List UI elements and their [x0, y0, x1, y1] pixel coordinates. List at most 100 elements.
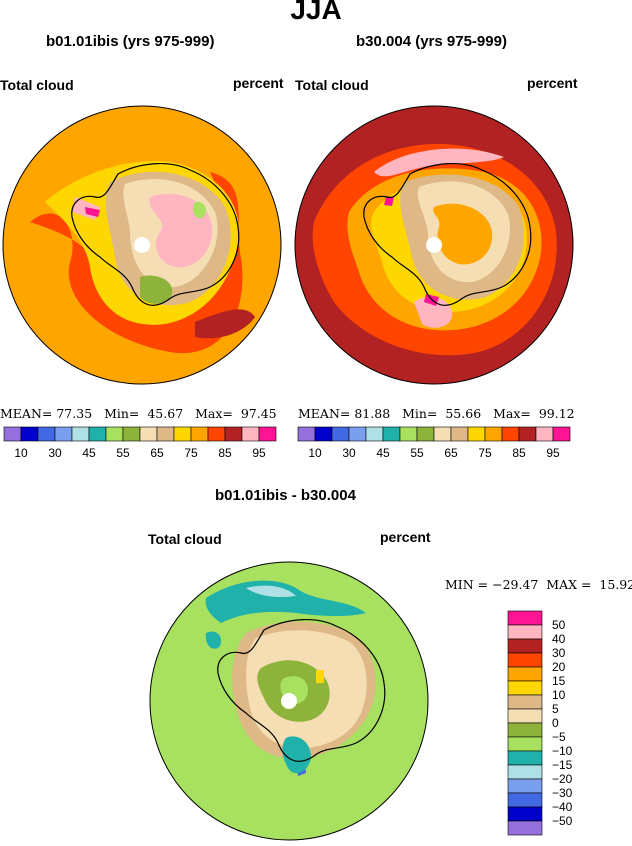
- coastline: [71, 163, 240, 306]
- map-field-magenta: [85, 207, 100, 217]
- map-field-magenta-top: [384, 197, 394, 206]
- panel-1-colorbar-swatch: [71, 426, 90, 442]
- panel-2-colorbar-swatch: [348, 426, 367, 442]
- panel-1-colorbar-tick-label: 10: [14, 446, 28, 460]
- diff-colorbar-swatch: [507, 750, 543, 766]
- diff-colorbar-swatch: [507, 722, 543, 738]
- panel-2-variable: Total cloud: [295, 77, 369, 93]
- diff-colorbar-swatch: [507, 806, 543, 822]
- panel-2-colorbar-tick-label: 45: [376, 446, 390, 460]
- panel-2-colorbar-swatch: [399, 426, 418, 442]
- panel-1-units: percent: [233, 75, 284, 91]
- panel-2-colorbar-swatch: [484, 426, 503, 442]
- panel-1-colorbar-swatch: [224, 426, 243, 442]
- panel-2-colorbar-swatch: [297, 426, 316, 442]
- panel-1-colorbar-tick-label: 85: [218, 446, 232, 460]
- panel-2-colorbar-tick-label: 55: [410, 446, 424, 460]
- panel-2-colorbar-swatch: [501, 426, 520, 442]
- panel-2-colorbar-tick-label: 30: [342, 446, 356, 460]
- diff-colorbar-swatch: [507, 792, 543, 808]
- panel-1-colorbar: 10 30 45 55 65 75 85 95: [3, 426, 277, 460]
- panel-2-colorbar-swatch: [450, 426, 469, 442]
- diff-colorbar-tick-label: −15: [552, 758, 573, 772]
- pole-hole: [281, 693, 297, 709]
- panel-1-colorbar-tick-label: 75: [184, 446, 198, 460]
- pole-hole: [134, 237, 150, 253]
- page-title: JJA: [290, 0, 342, 25]
- diff-colorbar-tick-label: −5: [552, 730, 566, 744]
- diff-units: percent: [380, 529, 431, 545]
- panel-2-map: [294, 105, 574, 385]
- panel-2-title: b30.004 (yrs 975-999): [356, 33, 507, 50]
- panel-1-stats: MEAN= 77.35 Min= 45.67 Max= 97.45: [0, 406, 277, 421]
- panel-1-colorbar-swatch: [258, 426, 277, 442]
- diff-colorbar-swatch: [507, 736, 543, 752]
- panel-1-colorbar-swatch: [156, 426, 175, 442]
- panel-1-colorbar-swatch: [241, 426, 260, 442]
- panel-2-colorbar-tick-label: 85: [512, 446, 526, 460]
- pole-hole: [426, 237, 442, 253]
- diff-colorbar-swatch: [507, 694, 543, 710]
- panel-2-stats: MEAN= 81.88 Min= 55.66 Max= 99.12: [298, 406, 575, 421]
- diff-colorbar-tick-label: 50: [552, 618, 566, 632]
- diff-colorbar-swatch: [507, 820, 543, 836]
- panel-2-colorbar-swatch: [382, 426, 401, 442]
- panel-2-colorbar-swatch: [467, 426, 486, 442]
- panel-1-title: b01.01ibis (yrs 975-999): [46, 33, 215, 50]
- diff-colorbar-swatch: [507, 666, 543, 682]
- panel-2-colorbar-tick-label: 65: [444, 446, 458, 460]
- panel-1-colorbar-swatch: [139, 426, 158, 442]
- panel-2-colorbar-swatch: [518, 426, 537, 442]
- map-field-pink-top: [374, 148, 504, 177]
- panel-1-colorbar-swatch: [190, 426, 209, 442]
- panel-2-units: percent: [527, 75, 578, 91]
- map-field-teal-top: [205, 580, 366, 623]
- diff-colorbar-tick-label: 30: [552, 646, 566, 660]
- panel-1-colorbar-swatch: [105, 426, 124, 442]
- diff-colorbar-swatch: [507, 778, 543, 794]
- map-field-dark-red: [195, 309, 255, 339]
- diff-colorbar-tick-label: −50: [552, 814, 573, 828]
- map-field-yellow: [316, 670, 324, 683]
- panel-2-colorbar-swatch: [552, 426, 571, 442]
- panel-2-colorbar-swatch: [416, 426, 435, 442]
- map-field-teal-bottom: [282, 736, 311, 774]
- diff-colorbar-swatch: [507, 610, 543, 626]
- diff-colorbar-tick-label: −10: [552, 744, 573, 758]
- panel-1-colorbar-tick-label: 95: [252, 446, 266, 460]
- panel-1-colorbar-tick-label: 45: [82, 446, 96, 460]
- diff-colorbar-tick-label: −20: [552, 772, 573, 786]
- map-field-teal-left: [205, 631, 222, 649]
- diff-colorbar-tick-label: 20: [552, 660, 566, 674]
- panel-1-map: [2, 105, 282, 385]
- diff-colorbar-swatch: [507, 708, 543, 724]
- panel-1-colorbar-swatch: [122, 426, 141, 442]
- map-field-orange-inner: [433, 203, 493, 265]
- coastline: [217, 619, 386, 762]
- panel-1-variable: Total cloud: [0, 77, 74, 93]
- diff-colorbar-swatch: [507, 764, 543, 780]
- diff-colorbar-swatch: [507, 638, 543, 654]
- diff-colorbar-tick-label: −30: [552, 786, 573, 800]
- panel-1-colorbar-tick-label: 30: [48, 446, 62, 460]
- panel-2-colorbar-tick-label: 10: [308, 446, 322, 460]
- diff-map: [149, 561, 429, 841]
- diff-colorbar-swatch: [507, 652, 543, 668]
- diff-title: b01.01ibis - b30.004: [215, 487, 356, 504]
- panel-2-colorbar-swatch: [535, 426, 554, 442]
- map-field-light-green: [192, 201, 206, 219]
- diff-colorbar-tick-label: 15: [552, 674, 566, 688]
- panel-1-colorbar-tick-label: 55: [116, 446, 130, 460]
- panel-2-colorbar: 10 30 45 55 65 75 85 95: [297, 426, 571, 460]
- panel-2-colorbar-tick-label: 75: [478, 446, 492, 460]
- panel-1-colorbar-swatch: [207, 426, 226, 442]
- diff-colorbar-swatch: [507, 624, 543, 640]
- diff-stats: MIN = −29.47 MAX = 15.92: [445, 577, 632, 592]
- panel-1-colorbar-swatch: [20, 426, 39, 442]
- map-field-light-teal: [246, 585, 296, 598]
- diff-colorbar-tick-label: 5: [552, 702, 559, 716]
- panel-1-colorbar-swatch: [88, 426, 107, 442]
- panel-2-colorbar-swatch: [365, 426, 384, 442]
- panel-1-colorbar-swatch: [3, 426, 22, 442]
